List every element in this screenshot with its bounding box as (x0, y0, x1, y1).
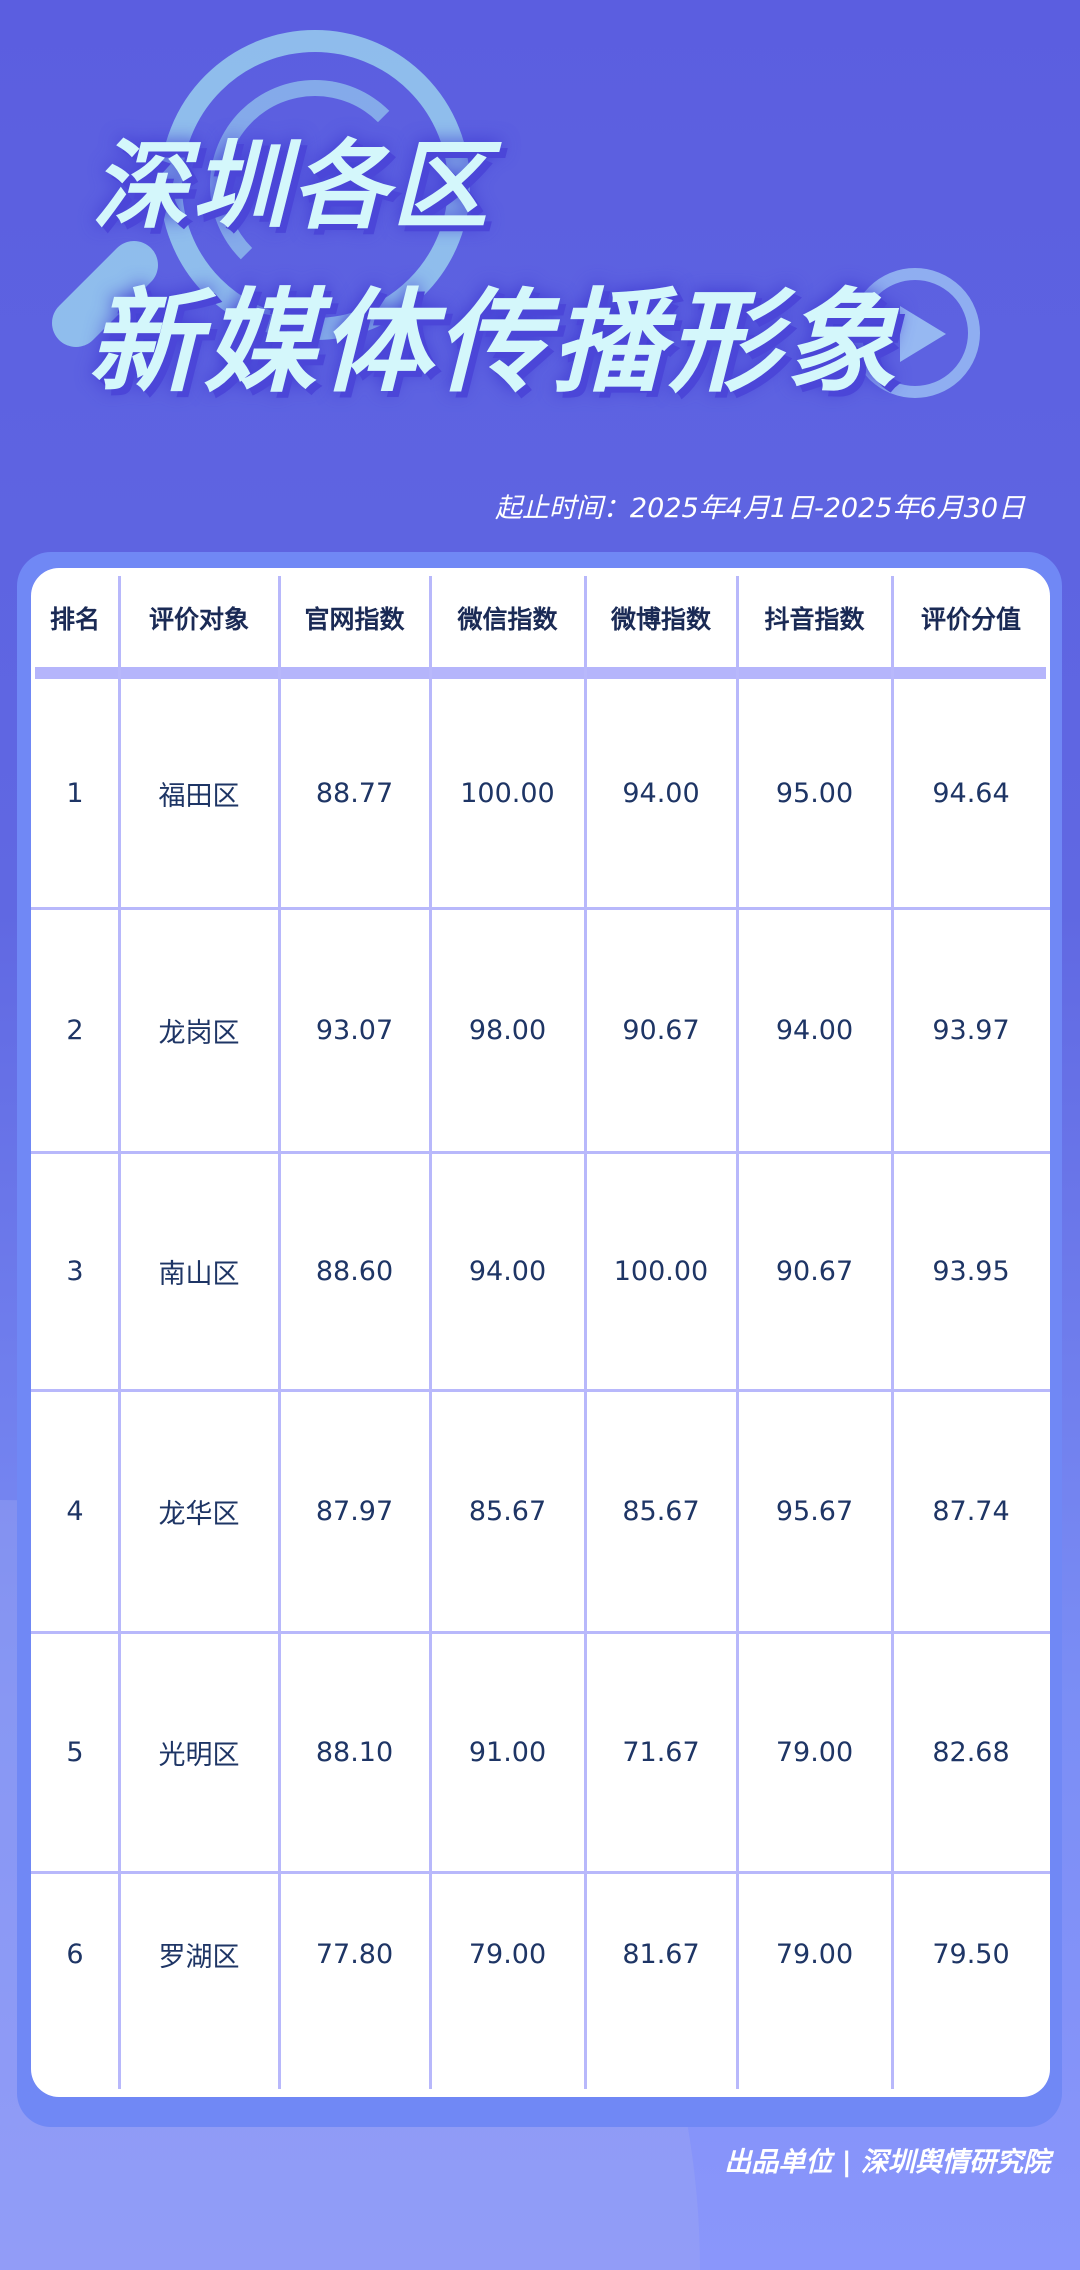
table-cell: 94.00 (775, 1014, 854, 1046)
column-header: 微博指数 (610, 604, 711, 634)
table-cell: 罗湖区 (158, 1942, 240, 1973)
table-cell: 2 (66, 1014, 84, 1046)
title-line1: 深圳各区 (92, 130, 492, 242)
table-cell: 93.95 (932, 1255, 1010, 1287)
row-divider (31, 1151, 1050, 1154)
column-divider (429, 576, 432, 2089)
column-divider (278, 576, 281, 2089)
table-cell: 88.60 (315, 1255, 394, 1287)
column-divider (584, 576, 587, 2089)
table-cell: 4 (66, 1495, 84, 1527)
date-range: 起止时间：2025年4月1日-2025年6月30日 (494, 493, 1025, 524)
table-cell: 龙岗区 (158, 1017, 240, 1049)
table-cell: 95.00 (775, 778, 854, 809)
ranking-table: 排名 评价对象 官网指数 微信指数 微博指数 抖音指数 评价分值 1 福田区 88.77 100.0… (31, 568, 1050, 2097)
table-cell: 93.07 (315, 1014, 394, 1046)
table-cell: 82.68 (932, 1736, 1010, 1768)
table-cell: 94.64 (932, 778, 1010, 809)
table-cell: 光明区 (158, 1739, 240, 1771)
table-cell: 1 (66, 778, 84, 809)
table-cell: 79.00 (468, 1939, 547, 1970)
table-cell: 87.74 (932, 1495, 1010, 1527)
column-header: 评价分值 (920, 604, 1021, 634)
table-cell: 79.00 (775, 1939, 854, 1970)
column-header: 评价对象 (148, 604, 249, 634)
table-cell: 6 (66, 1939, 84, 1970)
table-cell: 91.00 (468, 1736, 547, 1768)
table-cell: 100.00 (613, 1255, 709, 1287)
table-cell: 5 (66, 1736, 84, 1768)
column-divider (118, 576, 121, 2089)
column-header: 官网指数 (304, 604, 405, 634)
table-cell: 100.00 (460, 778, 555, 809)
table-cell: 77.80 (315, 1939, 394, 1970)
table-cell: 94.00 (622, 778, 700, 809)
table-cell: 90.67 (775, 1255, 854, 1287)
row-divider (31, 1389, 1050, 1392)
table-cell: 福田区 (158, 781, 240, 812)
column-divider (736, 576, 739, 2089)
table-cell: 3 (66, 1255, 84, 1287)
row-divider (31, 1871, 1050, 1874)
header-divider (35, 667, 1046, 679)
table-cell: 71.67 (622, 1736, 700, 1768)
table-cell: 79.00 (775, 1736, 854, 1768)
table-cell: 90.67 (622, 1014, 700, 1046)
table-cell: 南山区 (158, 1258, 240, 1290)
table-cell: 88.77 (315, 778, 394, 809)
title-line2: 新媒体传播形象 (88, 278, 900, 408)
table-cell: 85.67 (622, 1495, 700, 1527)
table-cell: 79.50 (932, 1939, 1010, 1970)
column-header: 抖音指数 (764, 604, 865, 634)
table-cell: 龙华区 (158, 1498, 240, 1530)
table-cell: 85.67 (468, 1495, 547, 1527)
row-divider (31, 907, 1050, 910)
table-cell: 95.67 (775, 1495, 854, 1527)
table-cell: 87.97 (315, 1495, 394, 1527)
table-cell: 98.00 (468, 1014, 547, 1046)
table-cell: 94.00 (468, 1255, 547, 1287)
column-divider (891, 576, 894, 2089)
column-header: 微信指数 (457, 604, 558, 634)
footer-producer: 出品单位 | 深圳舆情研究院 (724, 2147, 1050, 2178)
column-header: 排名 (49, 604, 100, 634)
table-cell: 93.97 (932, 1014, 1010, 1046)
table-cell: 81.67 (622, 1939, 700, 1970)
table-cell: 88.10 (315, 1736, 394, 1768)
row-divider (31, 1631, 1050, 1634)
